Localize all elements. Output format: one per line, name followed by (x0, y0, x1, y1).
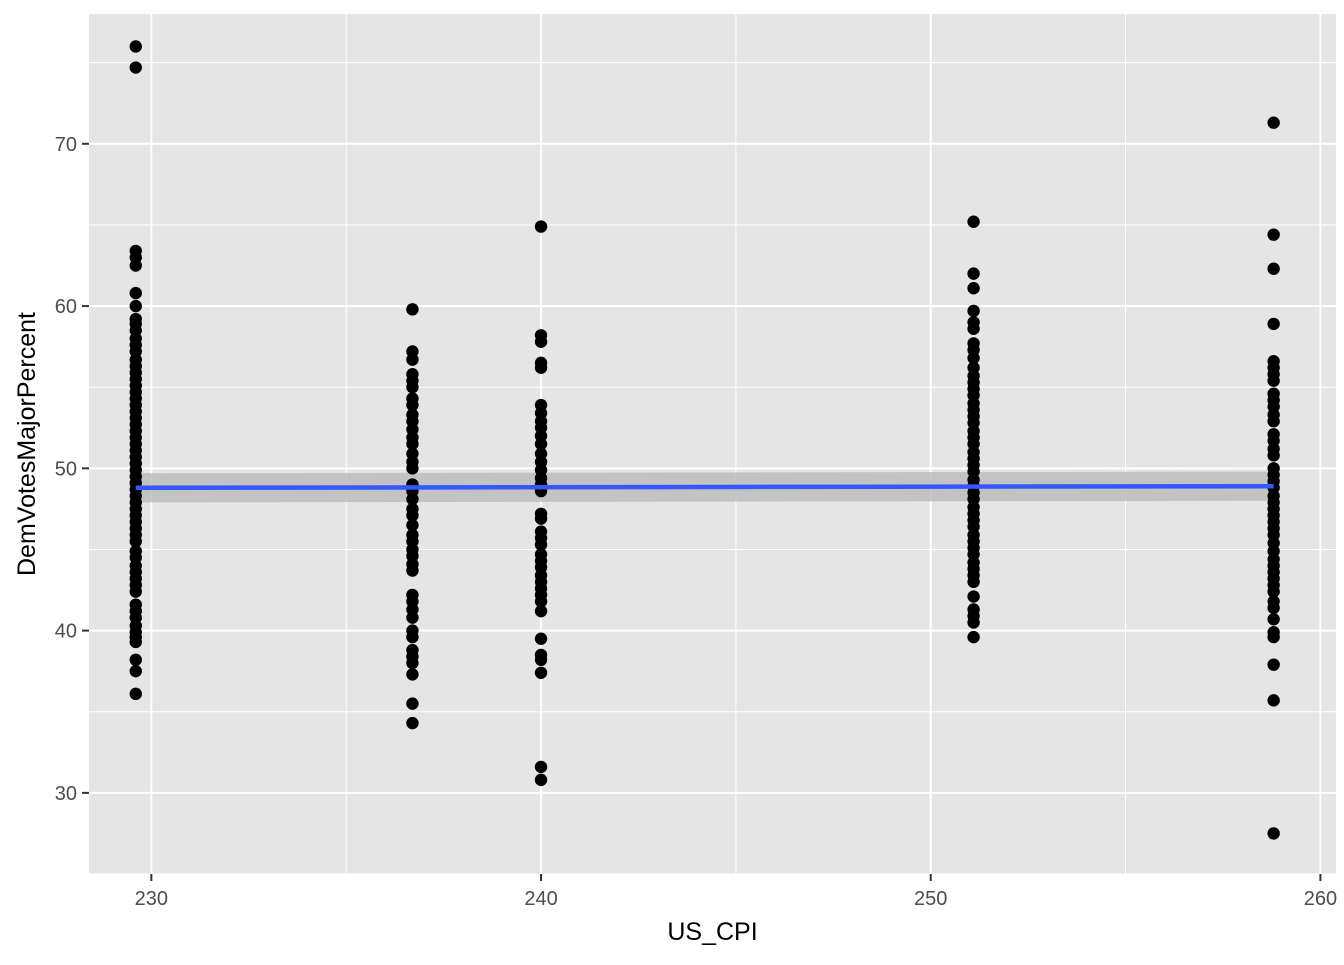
data-point (1267, 585, 1280, 598)
data-point (967, 282, 980, 295)
data-point (406, 462, 419, 475)
data-point (406, 630, 419, 644)
data-point (129, 585, 142, 598)
x-axis-title: US_CPI (667, 918, 757, 946)
data-point (534, 666, 548, 679)
data-point (406, 611, 419, 624)
data-point (406, 697, 419, 710)
data-point (967, 590, 980, 603)
data-point (1267, 374, 1280, 387)
data-point (406, 437, 419, 451)
data-point (406, 492, 419, 506)
data-point (129, 61, 142, 74)
y-tick-label: 50 (55, 458, 77, 480)
data-point (406, 668, 419, 681)
data-point (967, 304, 980, 318)
data-point (1267, 630, 1280, 644)
data-point (534, 361, 548, 374)
data-point (534, 632, 548, 645)
x-axis-ticks: 230 240 250 260 (135, 874, 1337, 910)
data-point (406, 381, 419, 394)
fit-line-layer (135, 483, 1274, 491)
y-axis-title: DemVotesMajorPercent (13, 312, 41, 576)
data-point (534, 512, 548, 525)
data-point (129, 286, 142, 300)
y-tick-label: 40 (55, 621, 77, 643)
data-point (1267, 262, 1280, 275)
data-point (129, 535, 142, 548)
data-point (129, 635, 142, 649)
points-layer (129, 40, 1280, 840)
fit-line (135, 483, 1274, 491)
data-point (534, 760, 548, 774)
data-point (534, 773, 548, 787)
data-point (1267, 228, 1280, 241)
data-point (406, 656, 419, 670)
data-point (534, 538, 548, 551)
minor-gridlines (89, 14, 1336, 875)
x-tick-label: 260 (1304, 888, 1337, 910)
data-point (1267, 449, 1280, 462)
data-point (534, 604, 548, 618)
data-point (1267, 415, 1280, 428)
data-point (406, 353, 419, 366)
x-tick-label: 230 (135, 888, 168, 910)
panel-background (89, 14, 1336, 874)
data-point (534, 653, 548, 667)
x-tick-label: 240 (524, 888, 557, 910)
data-point (1267, 694, 1280, 707)
data-point (129, 687, 142, 701)
data-point (967, 322, 980, 335)
data-point (1267, 116, 1280, 129)
x-tick-label: 250 (914, 888, 947, 910)
data-point (129, 259, 142, 272)
data-point (967, 630, 980, 644)
data-point (1267, 658, 1280, 671)
data-point (967, 575, 980, 589)
data-point (129, 664, 142, 678)
data-point (406, 518, 419, 532)
data-point (534, 595, 548, 608)
data-point (406, 303, 419, 316)
data-point (406, 716, 419, 730)
data-point (129, 299, 142, 313)
data-point (967, 267, 980, 280)
y-tick-label: 70 (55, 134, 77, 156)
data-point (1267, 317, 1280, 331)
data-point (1267, 613, 1280, 626)
data-point (534, 335, 548, 348)
data-point (534, 220, 548, 233)
data-point (129, 40, 142, 53)
data-point (967, 616, 980, 629)
y-tick-label: 60 (55, 296, 77, 318)
data-point (406, 564, 419, 577)
data-point (967, 351, 980, 365)
data-point (1267, 601, 1280, 615)
data-point (534, 437, 548, 451)
y-axis-ticks: 30 40 50 60 70 (55, 134, 89, 805)
data-point (406, 398, 419, 412)
data-point (1267, 827, 1280, 840)
data-point (967, 215, 980, 228)
data-point (406, 509, 419, 522)
data-point (129, 653, 142, 667)
y-tick-label: 30 (55, 783, 77, 805)
